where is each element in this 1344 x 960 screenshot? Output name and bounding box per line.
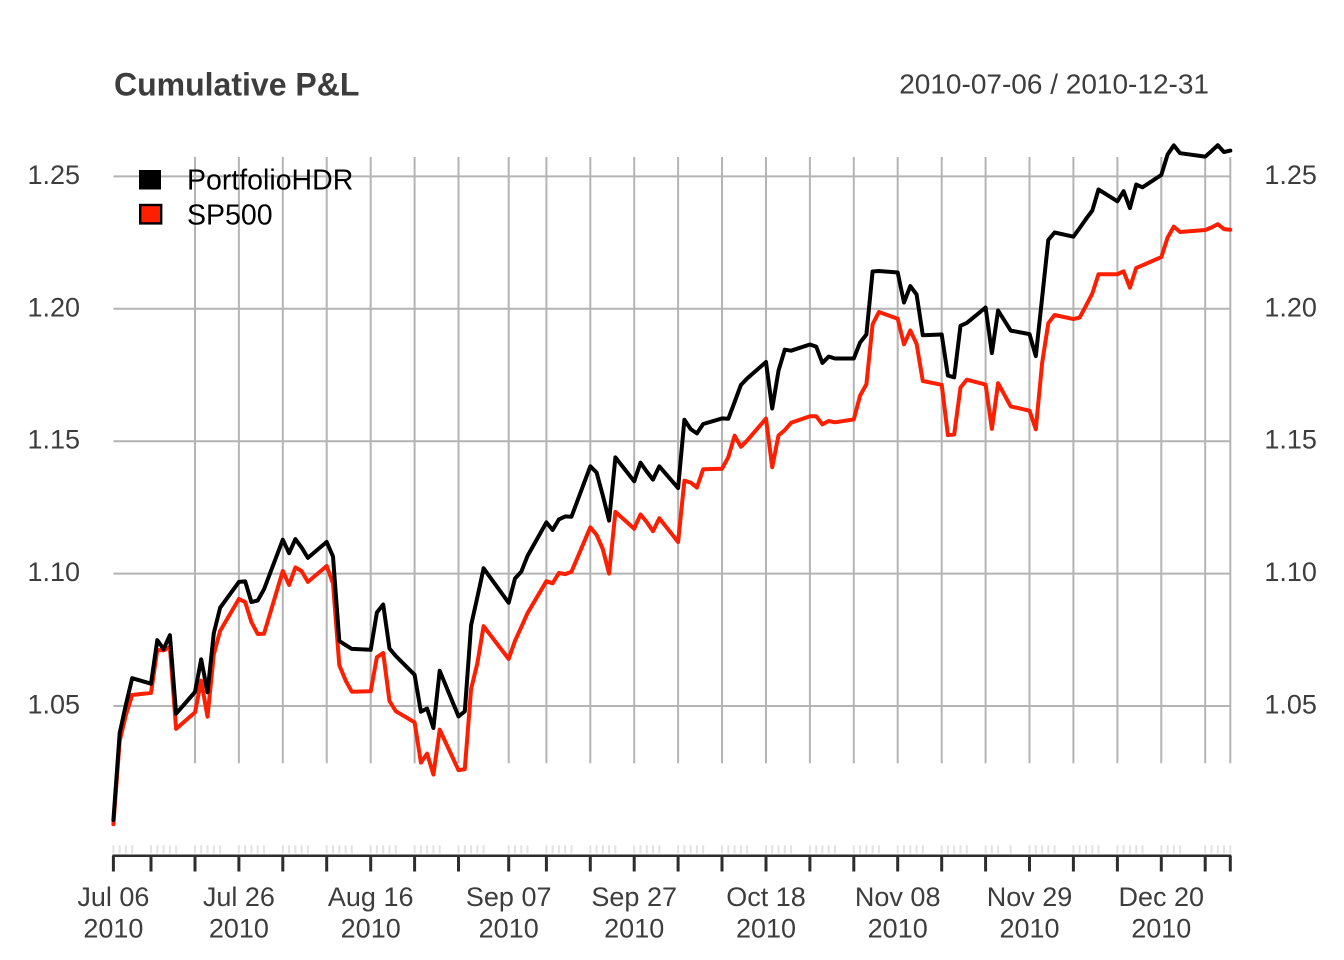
svg-text:PortfolioHDR: PortfolioHDR: [187, 164, 353, 196]
svg-text:1.05: 1.05: [1264, 690, 1317, 720]
svg-text:Nov 29: Nov 29: [987, 882, 1073, 912]
svg-text:2010: 2010: [1131, 913, 1191, 943]
svg-text:Jul 26: Jul 26: [203, 882, 275, 912]
svg-text:1.10: 1.10: [27, 557, 80, 587]
svg-text:SP500: SP500: [187, 200, 273, 232]
svg-text:Sep 27: Sep 27: [591, 882, 677, 912]
svg-text:2010-07-06 / 2010-12-31: 2010-07-06 / 2010-12-31: [899, 69, 1209, 100]
svg-text:2010: 2010: [736, 913, 796, 943]
svg-text:1.20: 1.20: [1264, 292, 1317, 322]
svg-text:Oct 18: Oct 18: [726, 882, 806, 912]
svg-text:1.15: 1.15: [27, 425, 80, 455]
svg-text:Cumulative P&L: Cumulative P&L: [114, 67, 359, 103]
svg-text:Sep 07: Sep 07: [466, 882, 552, 912]
svg-text:Jul 06: Jul 06: [77, 882, 149, 912]
svg-text:2010: 2010: [83, 913, 143, 943]
svg-text:2010: 2010: [479, 913, 539, 943]
svg-text:Dec 20: Dec 20: [1119, 882, 1205, 912]
svg-text:Nov 08: Nov 08: [855, 882, 941, 912]
svg-text:1.15: 1.15: [1264, 425, 1317, 455]
svg-text:1.25: 1.25: [1264, 160, 1317, 190]
svg-text:1.20: 1.20: [27, 292, 80, 322]
svg-text:Aug 16: Aug 16: [328, 882, 414, 912]
svg-text:2010: 2010: [209, 913, 269, 943]
svg-text:1.05: 1.05: [27, 690, 80, 720]
svg-text:1.10: 1.10: [1264, 557, 1317, 587]
svg-text:2010: 2010: [341, 913, 401, 943]
svg-text:2010: 2010: [868, 913, 928, 943]
svg-text:1.25: 1.25: [27, 160, 80, 190]
svg-text:2010: 2010: [604, 913, 664, 943]
svg-text:2010: 2010: [999, 913, 1059, 943]
